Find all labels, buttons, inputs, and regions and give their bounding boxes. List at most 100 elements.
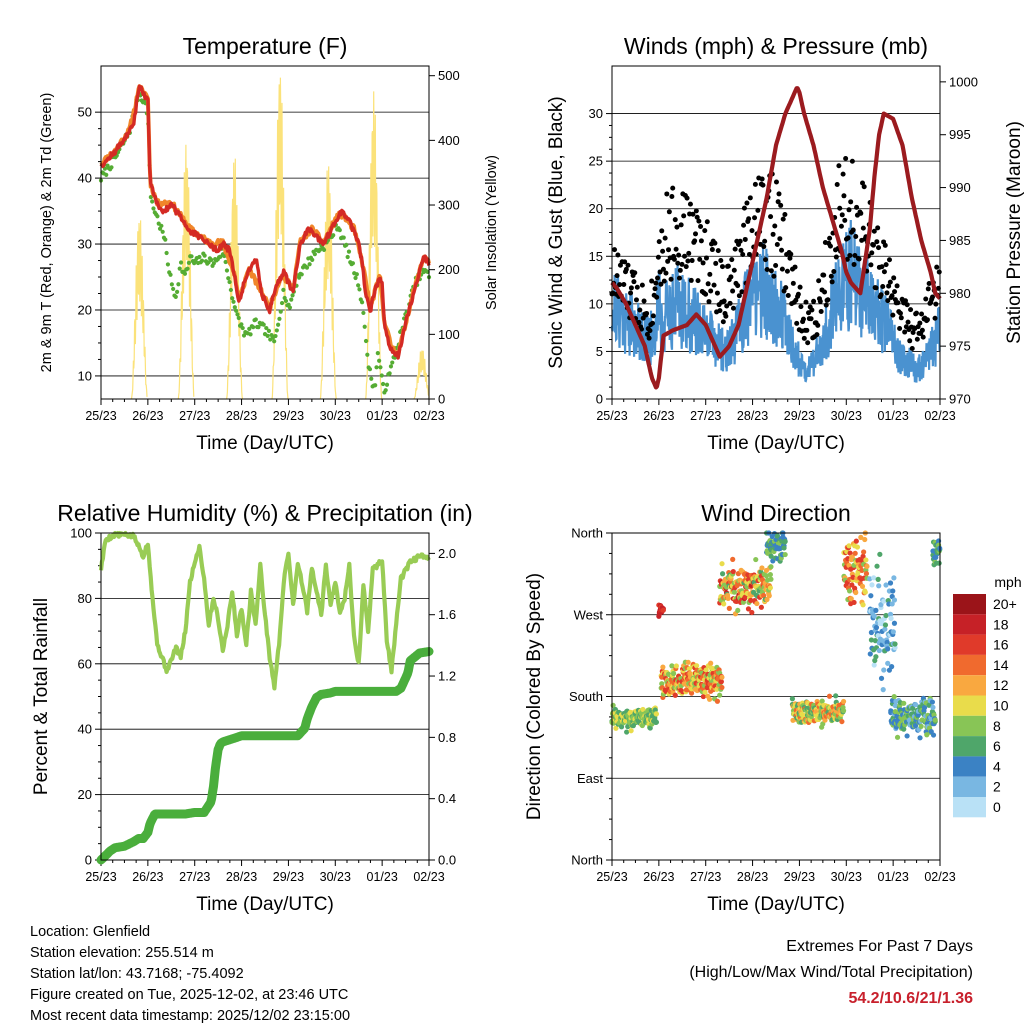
x-tick-label: 02/23 <box>924 870 955 884</box>
y-tick-label: North <box>571 853 603 868</box>
direction-point <box>867 576 873 582</box>
gust-point <box>617 282 623 288</box>
gust-point <box>844 256 850 262</box>
legend-swatch <box>953 675 986 696</box>
gust-point <box>811 298 817 304</box>
solar-day-line <box>271 77 289 400</box>
direction-point <box>790 717 796 723</box>
gust-point <box>773 179 779 185</box>
x-tick-label: 26/23 <box>643 870 674 884</box>
direction-point <box>767 585 773 591</box>
gust-point <box>880 283 886 289</box>
gust-point <box>739 289 745 295</box>
elevation-text: Station elevation: 255.514 m <box>30 945 214 961</box>
gust-point <box>649 278 655 284</box>
dewpoint-point <box>151 206 156 211</box>
legend-label: 14 <box>993 657 1009 673</box>
dewpoint-point <box>273 333 278 339</box>
gust-point <box>763 257 769 263</box>
gust-point <box>694 214 700 220</box>
x-tick-label: 28/23 <box>226 409 257 423</box>
gust-point <box>887 279 893 285</box>
gust-point <box>848 199 854 205</box>
gust-point <box>801 335 807 341</box>
direction-point <box>890 588 896 594</box>
dewpoint-point <box>264 325 269 331</box>
direction-point <box>766 593 772 599</box>
y-tick-label: 40 <box>78 171 92 186</box>
direction-point <box>708 660 714 666</box>
y-tick-label: 20 <box>589 201 603 216</box>
y-right-tick-label: 500 <box>438 68 460 83</box>
dewpoint-point <box>380 381 386 387</box>
gust-point <box>815 322 821 328</box>
direction-point <box>833 693 839 699</box>
humidity-chart: 0 20 40 60 80 100 25/23 26/23 27/23 28/23 29/23 30/… <box>31 500 473 915</box>
direction-point <box>768 576 774 582</box>
gust-point <box>836 163 842 169</box>
y-right-tick-label: 1000 <box>949 74 978 89</box>
y-tick-label: 10 <box>589 296 603 311</box>
gust-point <box>760 182 766 188</box>
direction-point <box>862 589 868 595</box>
y-tick-label: 30 <box>78 237 92 252</box>
direction-point <box>860 553 866 559</box>
direction-point <box>774 533 780 539</box>
legend-title: mph <box>994 574 1021 590</box>
direction-point <box>880 687 886 693</box>
x-tick-label: 01/23 <box>367 870 398 884</box>
dewpoint-point <box>209 257 214 262</box>
dewpoint-point <box>232 305 237 310</box>
gust-point <box>873 285 879 291</box>
direction-point <box>874 563 880 569</box>
direction-point <box>735 607 741 614</box>
gust-point <box>936 269 942 275</box>
gust-point <box>698 238 704 244</box>
gust-point <box>829 279 835 285</box>
location-text: Location: Glenfield <box>30 924 151 940</box>
direction-point <box>717 692 723 698</box>
gust-point <box>809 307 815 313</box>
gust-point <box>838 223 844 229</box>
direction-point <box>624 729 630 735</box>
direction-point <box>660 664 666 670</box>
gust-point <box>847 252 853 258</box>
solar-day-line <box>319 166 337 400</box>
solar-day-line <box>130 220 148 400</box>
dewpoint-point <box>361 310 366 316</box>
direction-point <box>875 576 881 582</box>
dewpoint-point <box>276 322 281 327</box>
gust-point <box>729 257 735 263</box>
dewpoint-point <box>283 298 289 304</box>
direction-point <box>862 536 868 543</box>
direction-point <box>926 702 932 708</box>
direction-point <box>840 698 847 705</box>
dewpoint-point <box>173 294 178 299</box>
gust-point <box>741 222 747 228</box>
gust-point <box>761 244 767 250</box>
gust-point <box>679 261 685 267</box>
direction-point <box>930 732 937 738</box>
direction-point <box>714 698 721 704</box>
direction-point <box>921 705 928 711</box>
gust-point <box>776 191 782 197</box>
legend-swatch <box>953 756 986 777</box>
dewpoint-point <box>199 258 205 263</box>
direction-point <box>918 723 924 729</box>
x-tick-label: 27/23 <box>690 870 721 884</box>
y-tick-label: 25 <box>589 154 603 169</box>
extremes-box: Extremes For Past 7 Days (High/Low/Max W… <box>689 934 973 1012</box>
gust-point <box>749 228 755 234</box>
dewpoint-point <box>277 316 282 321</box>
gust-point <box>933 301 939 307</box>
y-right-tick-label: 1.2 <box>438 669 456 684</box>
gust-point <box>676 252 682 258</box>
dewpoint-point <box>223 259 228 265</box>
gust-point <box>692 231 698 237</box>
gust-point <box>868 262 874 268</box>
gust-point <box>782 211 788 217</box>
dewpoint-point <box>367 367 373 372</box>
legend-label: 2 <box>993 779 1001 795</box>
direction-point <box>694 663 700 669</box>
gust-point <box>903 298 909 304</box>
